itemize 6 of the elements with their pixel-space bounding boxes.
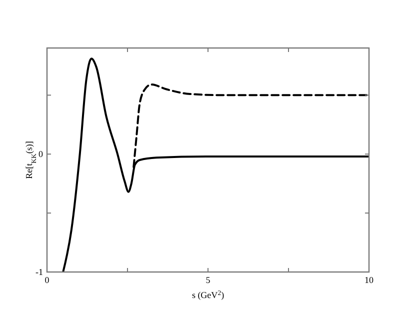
y-tick-label: -1 bbox=[36, 267, 43, 277]
x-tick-label: 0 bbox=[44, 275, 50, 285]
x-tick-label: 10 bbox=[364, 275, 374, 285]
line-series bbox=[62, 58, 369, 272]
x-tick-label: 5 bbox=[206, 275, 211, 285]
x-axis-title: s (GeV$^{2}$) bbox=[192, 290, 224, 300]
